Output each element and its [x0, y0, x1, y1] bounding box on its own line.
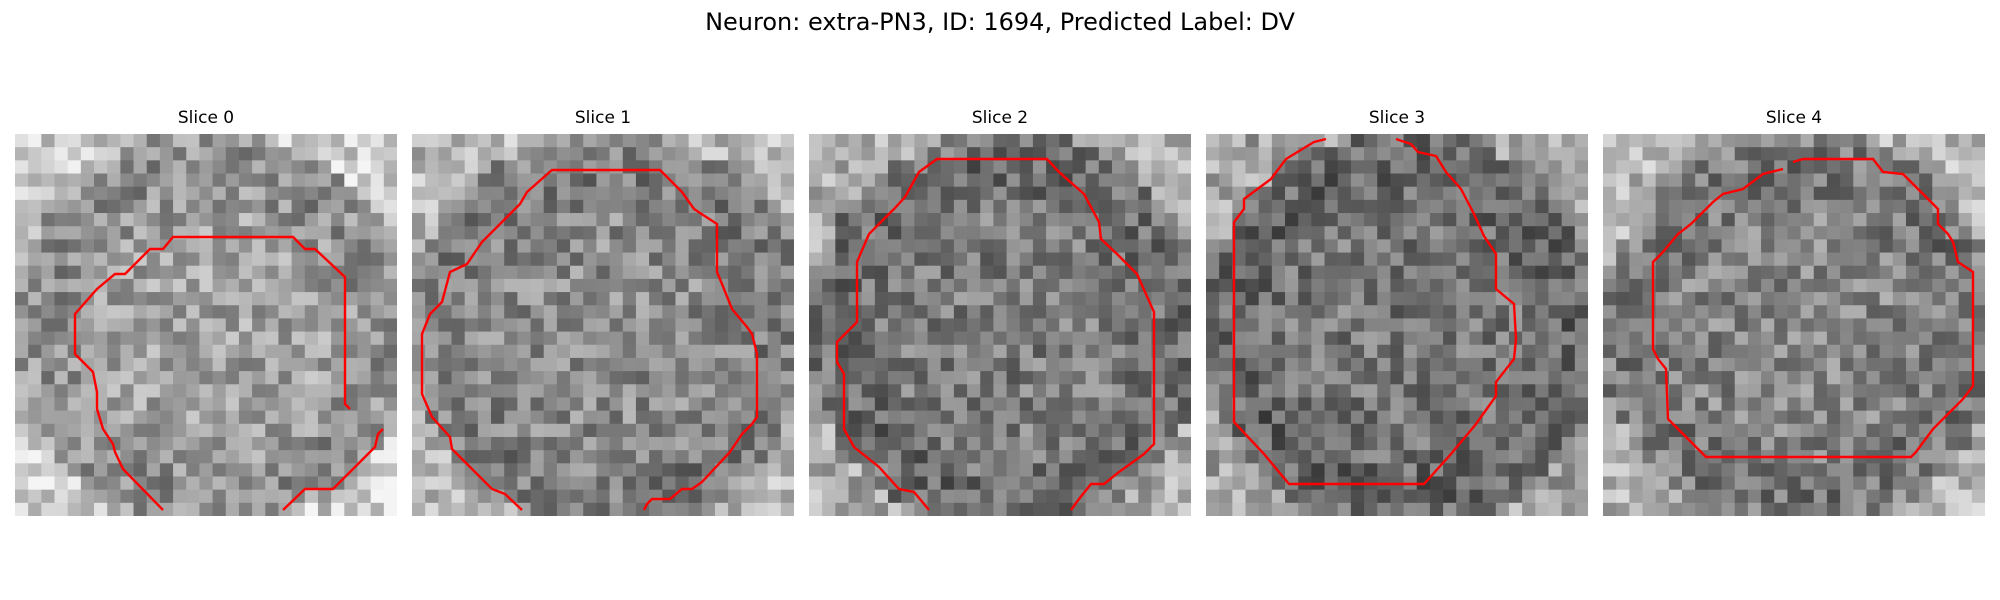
contour-4 [1651, 157, 1975, 459]
contour-1 [420, 168, 759, 511]
slice-image-1 [412, 134, 794, 516]
slice-pixels-4 [1603, 134, 1985, 516]
slice-image-3 [1206, 134, 1588, 516]
contour-3 [1232, 137, 1518, 486]
slice-image-4 [1603, 134, 1985, 516]
slice-image-2 [809, 134, 1191, 516]
slice-title-4: Slice 4 [1765, 108, 1823, 128]
slice-title-2: Slice 2 [971, 108, 1029, 128]
contour-0 [73, 235, 351, 511]
slice-pixels-0 [15, 134, 397, 516]
figure-title: Neuron: extra-PN3, ID: 1694, Predicted L… [705, 8, 1295, 36]
slice-image-0 [15, 134, 397, 516]
slice-title-0: Slice 0 [177, 108, 235, 128]
slice-pixels-2 [809, 134, 1191, 516]
slice-title-1: Slice 1 [574, 108, 632, 128]
contour-0b [282, 428, 384, 511]
slice-title-3: Slice 3 [1368, 108, 1426, 128]
contour-2 [835, 157, 1156, 511]
slice-pixels-3 [1206, 134, 1588, 516]
slice-pixels-1 [412, 134, 794, 516]
